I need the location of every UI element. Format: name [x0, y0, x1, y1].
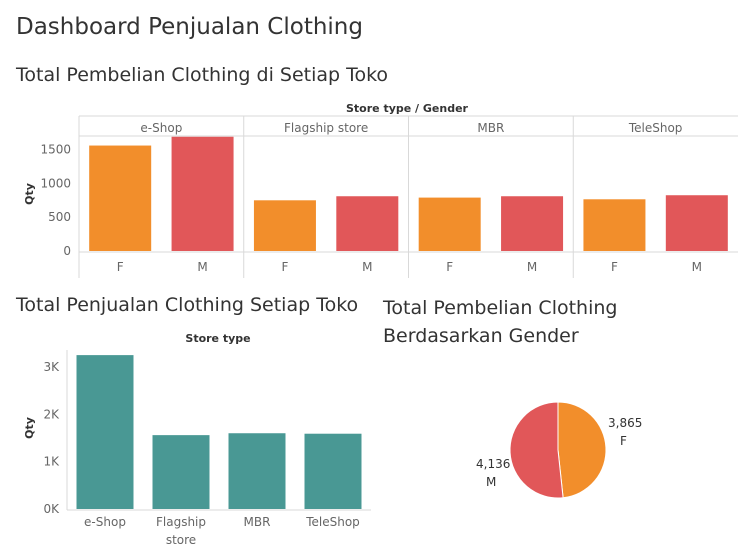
chart1-xtick-label: M [197, 260, 207, 274]
chart1-ylabel: Qty [23, 183, 36, 205]
chart2-svg: Store type Qty 0K 1K 2K 3K e-Shop Flagship store… [23, 332, 371, 547]
chart3-slice [509, 401, 564, 499]
chart2-xtick-label: store [166, 533, 196, 547]
chart1-group-label: TeleShop [628, 121, 683, 135]
chart1-group-label: e-Shop [140, 121, 182, 135]
chart3-label-name: F [620, 434, 627, 448]
chart2-ytick-label: 3K [43, 360, 60, 374]
chart1-bar [336, 196, 399, 251]
chart1-title: Total Pembelian Clothing di Setiap Toko [16, 64, 389, 86]
chart1-bar [418, 197, 481, 251]
chart3-label-name: M [486, 475, 496, 489]
chart1-xtick-label: M [362, 260, 372, 274]
chart1-xtick-label: F [117, 260, 124, 274]
chart1-xtick-label: M [527, 260, 537, 274]
chart1-ytick-label: 1500 [40, 143, 71, 157]
chart1-bar [89, 145, 152, 251]
chart3-slice [557, 401, 607, 499]
dashboard-title: Dashboard Penjualan Clothing [16, 14, 363, 40]
chart2-ytick-label: 0K [43, 502, 60, 516]
chart1-xtick-label: F [446, 260, 453, 274]
chart1-xtick-label: F [281, 260, 288, 274]
chart2-ytick-label: 1K [43, 455, 60, 469]
chart2-bar [304, 433, 362, 509]
chart2-title: Total Penjualan Clothing Setiap Toko [16, 294, 359, 316]
chart1-bar [253, 200, 316, 251]
chart1-xtick-label: F [611, 260, 618, 274]
chart2-bar [228, 433, 286, 509]
chart3-label-value: 3,865 [608, 416, 642, 430]
chart3-svg: 3,865 F 4,136 M [476, 401, 642, 499]
chart1-group-label: MBR [477, 121, 504, 135]
chart2-xtick-label: TeleShop [305, 515, 360, 529]
chart2-xtick-label: Flagship [156, 515, 206, 529]
chart2-ylabel: Qty [23, 417, 36, 439]
chart1-bar [583, 199, 646, 251]
chart3-title: Total Pembelian Clothing Berdasarkan Gen… [383, 297, 618, 347]
chart2-bar [152, 435, 210, 509]
chart1-bar [501, 196, 564, 251]
chart3-label-value: 4,136 [476, 457, 510, 471]
chart1-ytick-label: 0 [63, 244, 71, 258]
chart1-bar [171, 136, 234, 251]
chart1-ytick-label: 1000 [40, 176, 71, 190]
chart1-svg: Store type / Gender Qty 0 500 1000 1500 e-Shop… [23, 102, 738, 278]
chart1-bar [665, 195, 728, 251]
chart2-bar [76, 355, 134, 509]
chart2-xtick-label: e-Shop [84, 515, 126, 529]
chart1-xtick-label: M [692, 260, 702, 274]
chart1-group-label: Flagship store [284, 121, 368, 135]
chart2-header: Store type [185, 332, 250, 345]
chart1-header: Store type / Gender [346, 102, 469, 115]
chart1-ytick-label: 500 [48, 210, 71, 224]
chart2-ytick-label: 2K [43, 407, 60, 421]
chart2-xtick-label: MBR [244, 515, 271, 529]
